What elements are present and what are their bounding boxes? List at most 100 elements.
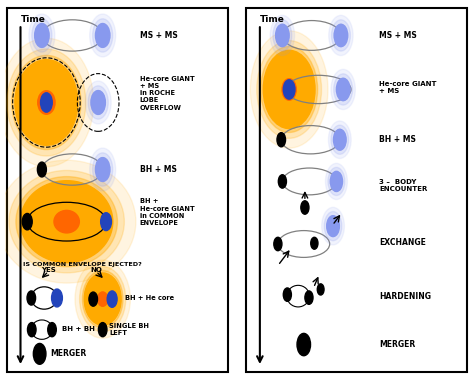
Circle shape (329, 15, 353, 55)
Circle shape (322, 207, 345, 245)
Circle shape (334, 129, 346, 150)
Text: MS + MS: MS + MS (140, 31, 178, 40)
Circle shape (327, 216, 339, 236)
Circle shape (33, 344, 46, 364)
Circle shape (41, 93, 52, 112)
Text: SINGLE BH
LEFT: SINGLE BH LEFT (109, 323, 149, 336)
Text: MS + MS: MS + MS (379, 31, 417, 40)
Circle shape (334, 129, 346, 150)
Circle shape (317, 284, 324, 295)
Circle shape (331, 20, 350, 51)
Circle shape (22, 214, 32, 230)
Circle shape (334, 24, 348, 47)
Ellipse shape (12, 55, 81, 150)
Ellipse shape (250, 31, 328, 148)
Circle shape (331, 125, 348, 154)
Text: BH + BH: BH + BH (62, 326, 95, 332)
Circle shape (32, 19, 52, 52)
Ellipse shape (82, 271, 123, 328)
Ellipse shape (263, 51, 315, 128)
Circle shape (92, 19, 113, 52)
Circle shape (100, 213, 111, 231)
Circle shape (37, 162, 46, 177)
Circle shape (27, 291, 36, 305)
Ellipse shape (282, 79, 296, 100)
Ellipse shape (0, 38, 94, 167)
Circle shape (89, 292, 98, 306)
Circle shape (330, 171, 343, 192)
Circle shape (283, 80, 295, 99)
Circle shape (99, 323, 107, 337)
Text: He-core GIANT
+ MS
in ROCHE
LOBE
OVERFLOW: He-core GIANT + MS in ROCHE LOBE OVERFLO… (140, 76, 195, 111)
Ellipse shape (257, 41, 321, 138)
Text: Time: Time (260, 15, 285, 24)
Circle shape (297, 333, 310, 356)
Circle shape (85, 81, 111, 124)
Ellipse shape (15, 60, 78, 145)
Circle shape (27, 323, 36, 337)
Circle shape (92, 153, 113, 186)
Circle shape (334, 24, 348, 47)
Text: EXCHANGE: EXCHANGE (379, 238, 426, 247)
Circle shape (326, 163, 347, 200)
Ellipse shape (84, 273, 121, 325)
Circle shape (90, 148, 116, 191)
Text: He-core GIANT
+ MS: He-core GIANT + MS (379, 81, 437, 94)
Circle shape (91, 90, 105, 114)
FancyBboxPatch shape (7, 8, 228, 372)
Circle shape (328, 121, 351, 158)
Circle shape (274, 237, 282, 251)
Circle shape (35, 24, 49, 48)
Circle shape (29, 14, 55, 57)
Text: 3 –  BODY
ENCOUNTER: 3 – BODY ENCOUNTER (379, 179, 428, 192)
Circle shape (52, 289, 63, 307)
Circle shape (305, 291, 313, 304)
Text: MERGER: MERGER (379, 340, 415, 349)
Text: BH + MS: BH + MS (379, 135, 416, 144)
Text: IS COMMON ENVELOPE EJECTED?: IS COMMON ENVELOPE EJECTED? (23, 262, 142, 267)
Text: BH +
He-core GIANT
in COMMON
ENVELOPE: BH + He-core GIANT in COMMON ENVELOPE (140, 198, 195, 226)
Text: BH + He core: BH + He core (125, 295, 174, 301)
Text: YES: YES (41, 267, 56, 273)
Circle shape (277, 133, 285, 147)
Text: Time: Time (20, 15, 46, 24)
Circle shape (311, 237, 318, 249)
Circle shape (88, 86, 108, 119)
Ellipse shape (0, 160, 136, 283)
Circle shape (273, 20, 292, 51)
Circle shape (35, 24, 49, 48)
Ellipse shape (80, 266, 126, 332)
Ellipse shape (9, 171, 124, 273)
Text: MERGER: MERGER (50, 348, 86, 358)
Circle shape (278, 175, 286, 188)
Circle shape (95, 158, 110, 181)
Ellipse shape (38, 91, 55, 114)
FancyBboxPatch shape (246, 8, 467, 372)
Circle shape (91, 90, 105, 114)
Circle shape (95, 24, 110, 48)
Circle shape (301, 201, 309, 214)
Circle shape (334, 74, 353, 105)
Circle shape (283, 288, 292, 301)
Circle shape (337, 78, 350, 101)
Circle shape (276, 24, 289, 47)
Circle shape (48, 323, 56, 337)
Ellipse shape (16, 177, 118, 267)
Ellipse shape (7, 49, 86, 156)
Circle shape (95, 24, 110, 48)
Circle shape (95, 158, 110, 181)
Circle shape (90, 14, 116, 57)
Ellipse shape (98, 292, 108, 306)
Ellipse shape (75, 260, 130, 338)
Ellipse shape (20, 181, 113, 263)
Circle shape (330, 171, 343, 192)
Circle shape (324, 212, 342, 241)
Circle shape (337, 78, 350, 101)
Text: HARDENING: HARDENING (379, 291, 431, 301)
Circle shape (331, 69, 356, 109)
Text: BH + MS: BH + MS (140, 165, 177, 174)
Circle shape (270, 15, 294, 55)
Ellipse shape (54, 211, 79, 233)
Text: NO: NO (90, 267, 102, 273)
Circle shape (276, 24, 289, 47)
